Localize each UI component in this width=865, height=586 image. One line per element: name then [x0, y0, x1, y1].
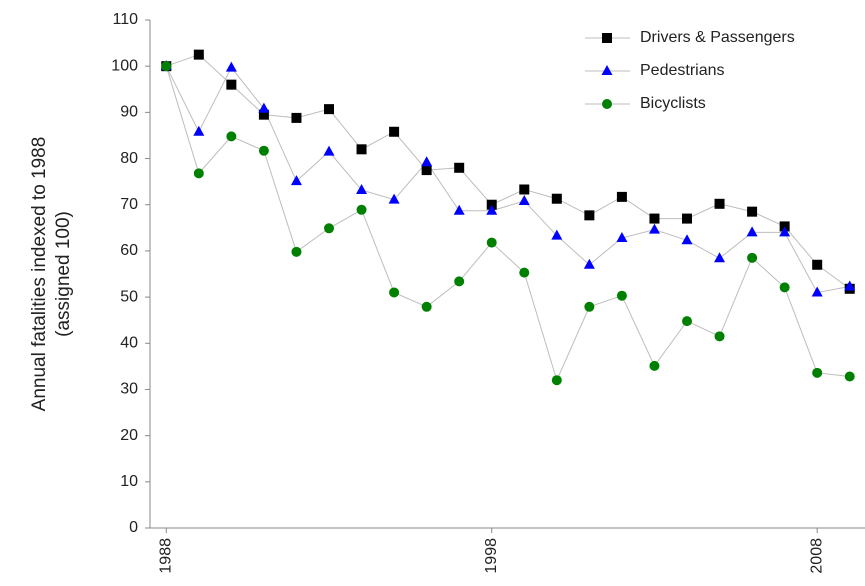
series-line [165, 65, 850, 294]
y-tick-label: 30 [120, 381, 138, 398]
marker [486, 199, 497, 210]
marker [389, 287, 400, 298]
marker [584, 210, 595, 221]
y-tick-label: 70 [120, 196, 138, 213]
marker [747, 206, 758, 217]
marker [616, 290, 627, 301]
series-line [165, 66, 850, 382]
marker [648, 223, 660, 234]
marker [421, 156, 433, 167]
marker [551, 229, 563, 240]
y-axis-title: Annual fatalities indexed to 1988 (assig… [29, 137, 74, 412]
marker [291, 246, 302, 257]
marker [779, 282, 790, 293]
marker [714, 252, 726, 263]
marker [290, 175, 302, 186]
marker [356, 144, 367, 155]
y-axis-title-line: (assigned 100) [53, 211, 74, 337]
marker [714, 198, 725, 209]
y-tick-label: 110 [112, 11, 138, 28]
marker [747, 252, 758, 263]
marker [193, 125, 205, 136]
y-tick-label: 80 [120, 150, 138, 167]
marker [356, 204, 367, 215]
marker [356, 183, 368, 194]
y-axis-title-line: Annual fatalities indexed to 1988 [29, 137, 50, 412]
marker [486, 204, 498, 215]
legend-label: Bicyclists [640, 95, 706, 112]
marker [454, 276, 465, 287]
marker [291, 112, 302, 123]
marker [779, 226, 791, 237]
marker [844, 280, 856, 291]
marker [453, 204, 465, 215]
marker [193, 49, 204, 60]
legend-label: Drivers & Passengers [640, 29, 795, 46]
marker [161, 61, 172, 72]
marker [551, 193, 562, 204]
legend-marker [602, 99, 612, 109]
marker [193, 168, 204, 179]
marker [812, 367, 823, 378]
marker [258, 102, 270, 113]
marker [258, 145, 269, 156]
marker [226, 131, 237, 142]
marker [323, 145, 335, 156]
marker [421, 165, 432, 176]
marker [584, 301, 595, 312]
marker [746, 226, 758, 237]
marker [681, 234, 693, 245]
marker [324, 223, 334, 234]
y-tick-label: 60 [120, 242, 138, 259]
marker [682, 213, 692, 224]
marker [258, 109, 269, 120]
marker [616, 191, 627, 202]
legend-label: Pedestrians [640, 62, 725, 79]
y-tick-label: 40 [120, 334, 138, 351]
legend-marker [602, 33, 612, 43]
y-tick-label: 50 [120, 288, 138, 305]
marker [682, 316, 692, 327]
marker [714, 331, 725, 342]
y-tick-label: 90 [120, 104, 138, 121]
marker [844, 371, 855, 382]
marker [649, 360, 660, 371]
series-line [166, 54, 851, 290]
marker [324, 104, 334, 115]
marker [811, 286, 823, 297]
marker [486, 237, 497, 248]
marker [518, 195, 530, 206]
marker [649, 213, 660, 224]
marker [779, 221, 790, 232]
marker [226, 79, 237, 90]
marker [389, 126, 400, 137]
marker [812, 259, 823, 270]
marker [388, 193, 400, 204]
marker [225, 61, 237, 72]
marker [519, 267, 530, 278]
marker [421, 301, 432, 312]
legend-marker [601, 65, 613, 75]
y-tick-label: 20 [120, 427, 138, 444]
x-tick-label: 1998 [483, 538, 500, 574]
x-tick-label: 2008 [808, 538, 825, 574]
marker [519, 184, 530, 195]
y-tick-label: 10 [120, 473, 138, 490]
x-tick-label: 1988 [157, 538, 174, 574]
marker [583, 258, 595, 269]
marker [551, 375, 562, 386]
marker [616, 231, 628, 242]
marker [454, 162, 465, 173]
y-tick-label: 0 [129, 519, 138, 536]
y-tick-label: 100 [111, 57, 138, 74]
